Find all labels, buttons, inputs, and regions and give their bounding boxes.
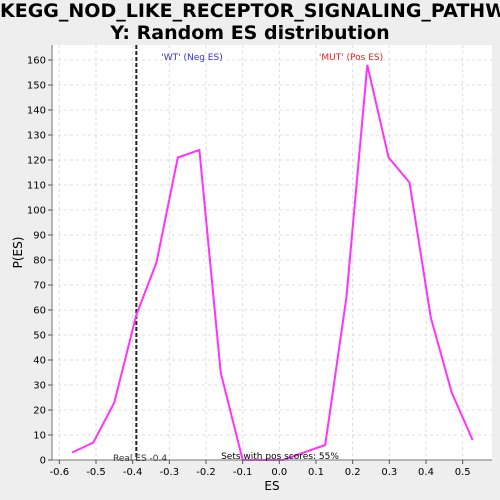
y-tick-label: 50 [33,331,46,342]
mut-pos-es-label: 'MUT' (Pos ES) [319,53,383,63]
x-tick-label: -0.5 [86,467,106,478]
x-tick-label: -0.3 [160,467,180,478]
y-tick-label: 70 [33,281,46,292]
x-tick-label: 0.3 [381,467,397,478]
axes [51,45,492,461]
y-tick-label: 10 [33,431,46,442]
chart-title-line-2: Y: Random ES distribution [110,22,390,44]
chart-title: KEGG_NOD_LIKE_RECEPTOR_SIGNALING_PATHWA … [0,0,500,44]
y-tick-label: 110 [27,181,46,192]
y-axis-ticks: 0 10 20 30 40 50 60 70 80 90 100 110 120 130 140 150 160 [27,56,52,467]
y-tick-label: 0 [40,456,46,467]
plot-area [52,45,492,460]
y-tick-label: 80 [33,256,46,267]
wt-neg-es-label: 'WT' (Neg ES) [161,53,222,63]
y-tick-label: 150 [27,81,46,92]
y-tick-label: 160 [27,56,46,67]
x-tick-label: -0.2 [196,467,216,478]
x-tick-label: -0.4 [123,467,143,478]
real-es-label: Real ES -0.4 [113,454,167,464]
x-tick-label: 0.2 [345,467,361,478]
pos-scores-label: Sets with pos scores: 55% [221,452,339,462]
x-tick-label: -0.1 [233,467,253,478]
chart-title-line-1: KEGG_NOD_LIKE_RECEPTOR_SIGNALING_PATHWA [0,0,500,22]
x-tick-label: 0.5 [455,467,471,478]
y-tick-label: 90 [33,231,46,242]
x-tick-label: 0.0 [271,467,287,478]
x-axis-label: ES [264,479,279,493]
y-tick-label: 40 [33,356,46,367]
y-axis-label: P(ES) [11,237,25,269]
y-tick-label: 100 [27,206,46,217]
x-tick-label: -0.6 [50,467,70,478]
y-tick-label: 20 [33,406,46,417]
x-axis-ticks: -0.6 -0.5 -0.4 -0.3 -0.2 -0.1 0.0 0.1 0.2 0.3 0.4 0… [50,460,471,478]
x-tick-label: 0.1 [308,467,324,478]
y-tick-label: 140 [27,106,46,117]
y-tick-label: 130 [27,131,46,142]
y-tick-label: 120 [27,156,46,167]
x-tick-label: 0.4 [418,467,434,478]
y-tick-label: 60 [33,306,46,317]
y-tick-label: 30 [33,381,46,392]
